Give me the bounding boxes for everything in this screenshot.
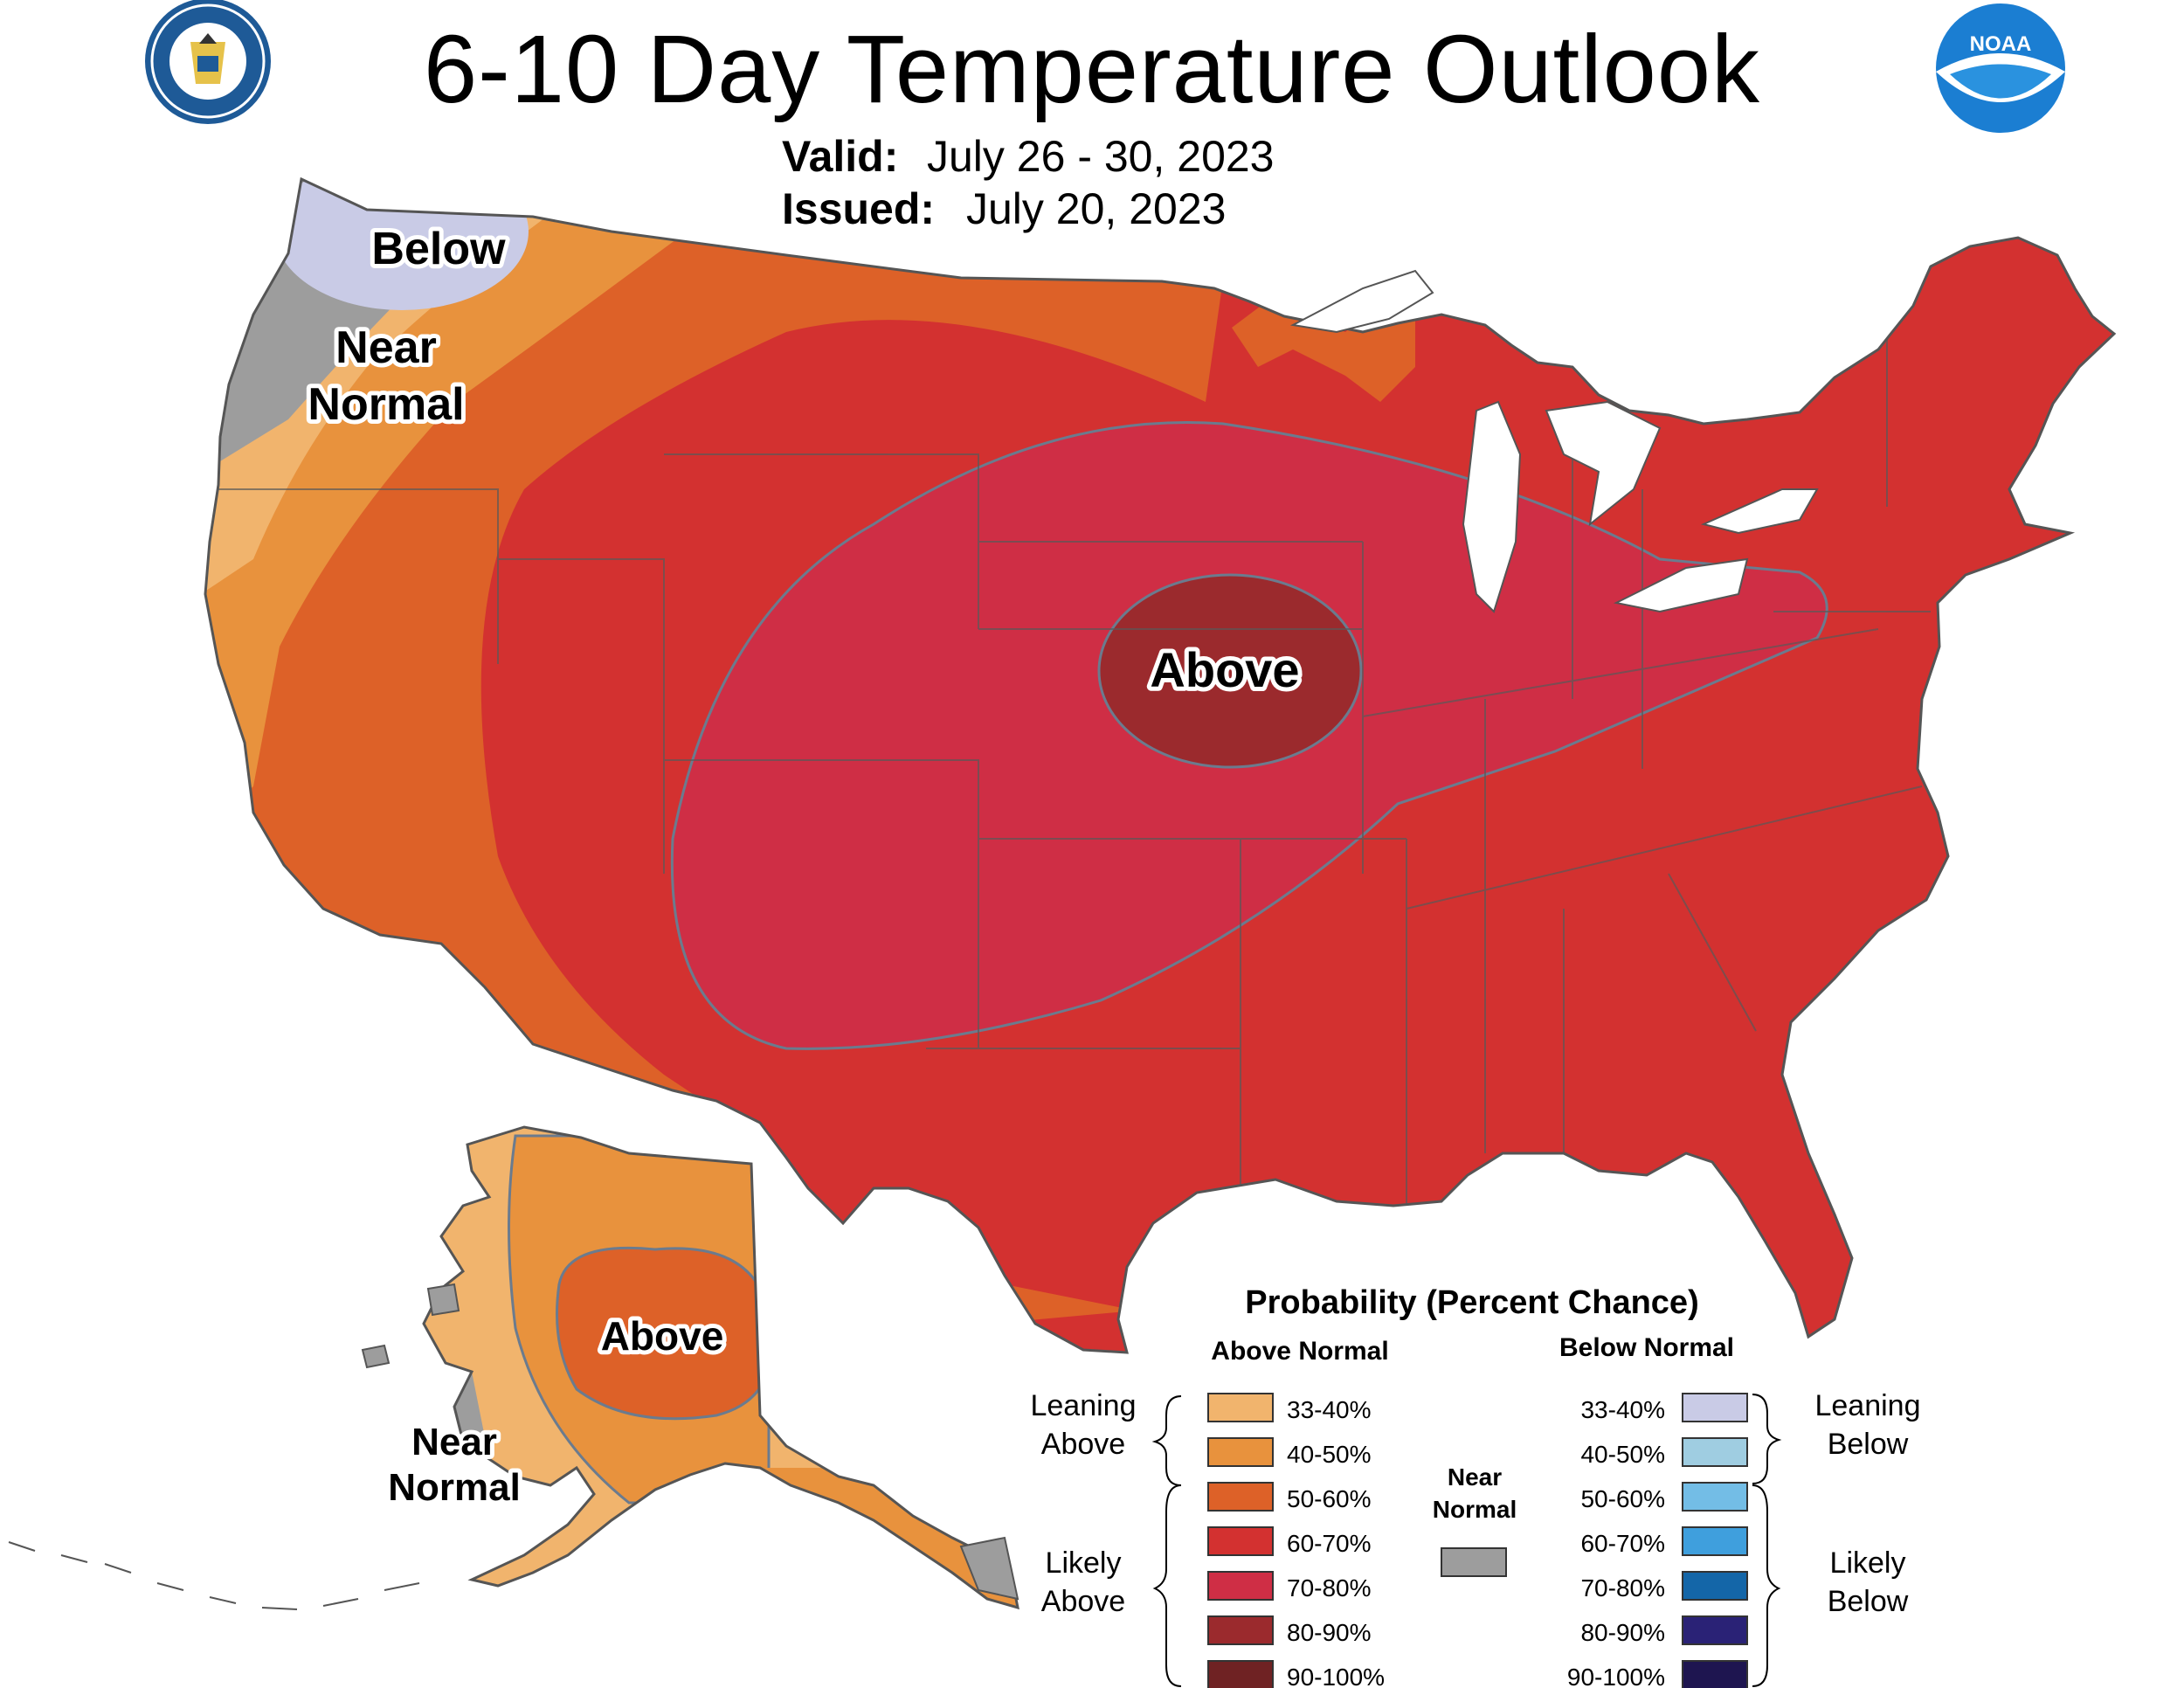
likely-below-line2: Below <box>1828 1585 1909 1618</box>
above-swatch-4 <box>1207 1571 1274 1601</box>
likely-above-line2: Above <box>1041 1585 1125 1618</box>
below-label-2: 50-60% <box>1580 1485 1665 1512</box>
above-label-3: 60-70% <box>1287 1530 1372 1557</box>
below-swatch-1 <box>1682 1437 1748 1467</box>
state-boundaries <box>210 332 1931 1206</box>
near-normal-swatch <box>1441 1547 1507 1577</box>
issued-date: Issued: July 20, 2023 <box>782 183 1226 234</box>
below-label-0: 33-40% <box>1580 1396 1665 1423</box>
above-swatch-3 <box>1207 1526 1274 1556</box>
below-label-1: 40-50% <box>1580 1441 1665 1468</box>
above-swatches: 33-40% 40-50% 50-60% 60-70% 70-80% 80-90% 90-1… <box>1207 1393 1385 1688</box>
above-label-4: 70-80% <box>1287 1574 1372 1602</box>
likely-below-line1: Likely <box>1830 1546 1906 1580</box>
alaska-islands <box>361 1283 1019 1601</box>
below-label-4: 70-80% <box>1580 1574 1665 1602</box>
above-label-conus: Above <box>1150 642 1299 697</box>
above-swatch-0 <box>1207 1393 1274 1422</box>
near-normal-label-line1: Near <box>335 322 437 373</box>
below-label-3: 60-70% <box>1580 1530 1665 1557</box>
department-of-commerce-seal-icon <box>145 0 271 124</box>
noaa-logo-text: NOAA <box>1970 32 2032 56</box>
below-swatch-2 <box>1682 1482 1748 1512</box>
below-swatch-3 <box>1682 1526 1748 1556</box>
noaa-logo-icon: NOAA <box>1936 3 2065 133</box>
below-swatch-6 <box>1682 1660 1748 1688</box>
above-label-0: 33-40% <box>1287 1396 1372 1423</box>
above-label-5: 80-90% <box>1287 1619 1372 1646</box>
legend-braces <box>1151 1394 1782 1687</box>
above-label-6: 90-100% <box>1287 1664 1385 1688</box>
above-label-alaska: Above <box>601 1313 724 1359</box>
below-label-6: 90-100% <box>1567 1664 1665 1688</box>
legend-above-header: Above Normal <box>1211 1337 1388 1366</box>
below-label-5: 80-90% <box>1580 1619 1665 1646</box>
below-swatches: 33-40% 40-50% 50-60% 60-70% 70-80% 80-90% 90-1… <box>1567 1393 1748 1688</box>
legend-title: Probability (Percent Chance) <box>1245 1284 1698 1321</box>
legend-below-header: Below Normal <box>1559 1333 1734 1362</box>
page-title: 6-10 Day Temperature Outlook <box>423 16 1761 123</box>
near-normal-legend-line1: Near <box>1448 1463 1502 1491</box>
near-normal-legend-line2: Normal <box>1433 1496 1517 1523</box>
valid-dates: Valid: July 26 - 30, 2023 <box>782 131 1275 182</box>
above-swatch-1 <box>1207 1437 1274 1467</box>
leaning-above-line1: Leaning <box>1030 1389 1136 1422</box>
legend: Probability (Percent Chance) Above Norma… <box>1030 1284 1921 1688</box>
leaning-below-line1: Leaning <box>1814 1389 1920 1422</box>
valid-label: Valid: <box>782 132 899 181</box>
likely-above-line1: Likely <box>1046 1546 1122 1580</box>
below-swatch-4 <box>1682 1571 1748 1601</box>
ak-near-normal-line1: Near <box>411 1421 497 1463</box>
valid-value: July 26 - 30, 2023 <box>927 132 1275 181</box>
leaning-below-line2: Below <box>1828 1428 1909 1461</box>
below-swatch-0 <box>1682 1393 1748 1422</box>
issued-value: July 20, 2023 <box>966 184 1227 233</box>
above-swatch-5 <box>1207 1615 1274 1645</box>
above-label-1: 40-50% <box>1287 1441 1372 1468</box>
below-label: Below <box>371 224 506 274</box>
leaning-above-line2: Above <box>1041 1428 1125 1461</box>
great-lakes <box>1289 269 1819 613</box>
above-swatch-6 <box>1207 1660 1274 1688</box>
issued-label: Issued: <box>782 184 936 233</box>
above-swatch-2 <box>1207 1482 1274 1512</box>
below-swatch-5 <box>1682 1615 1748 1645</box>
near-normal-label-line2: Normal <box>308 379 464 430</box>
above-label-2: 50-60% <box>1287 1485 1372 1512</box>
aleutian-islands <box>8 1541 420 1610</box>
ak-near-normal-line2: Normal <box>388 1466 521 1509</box>
